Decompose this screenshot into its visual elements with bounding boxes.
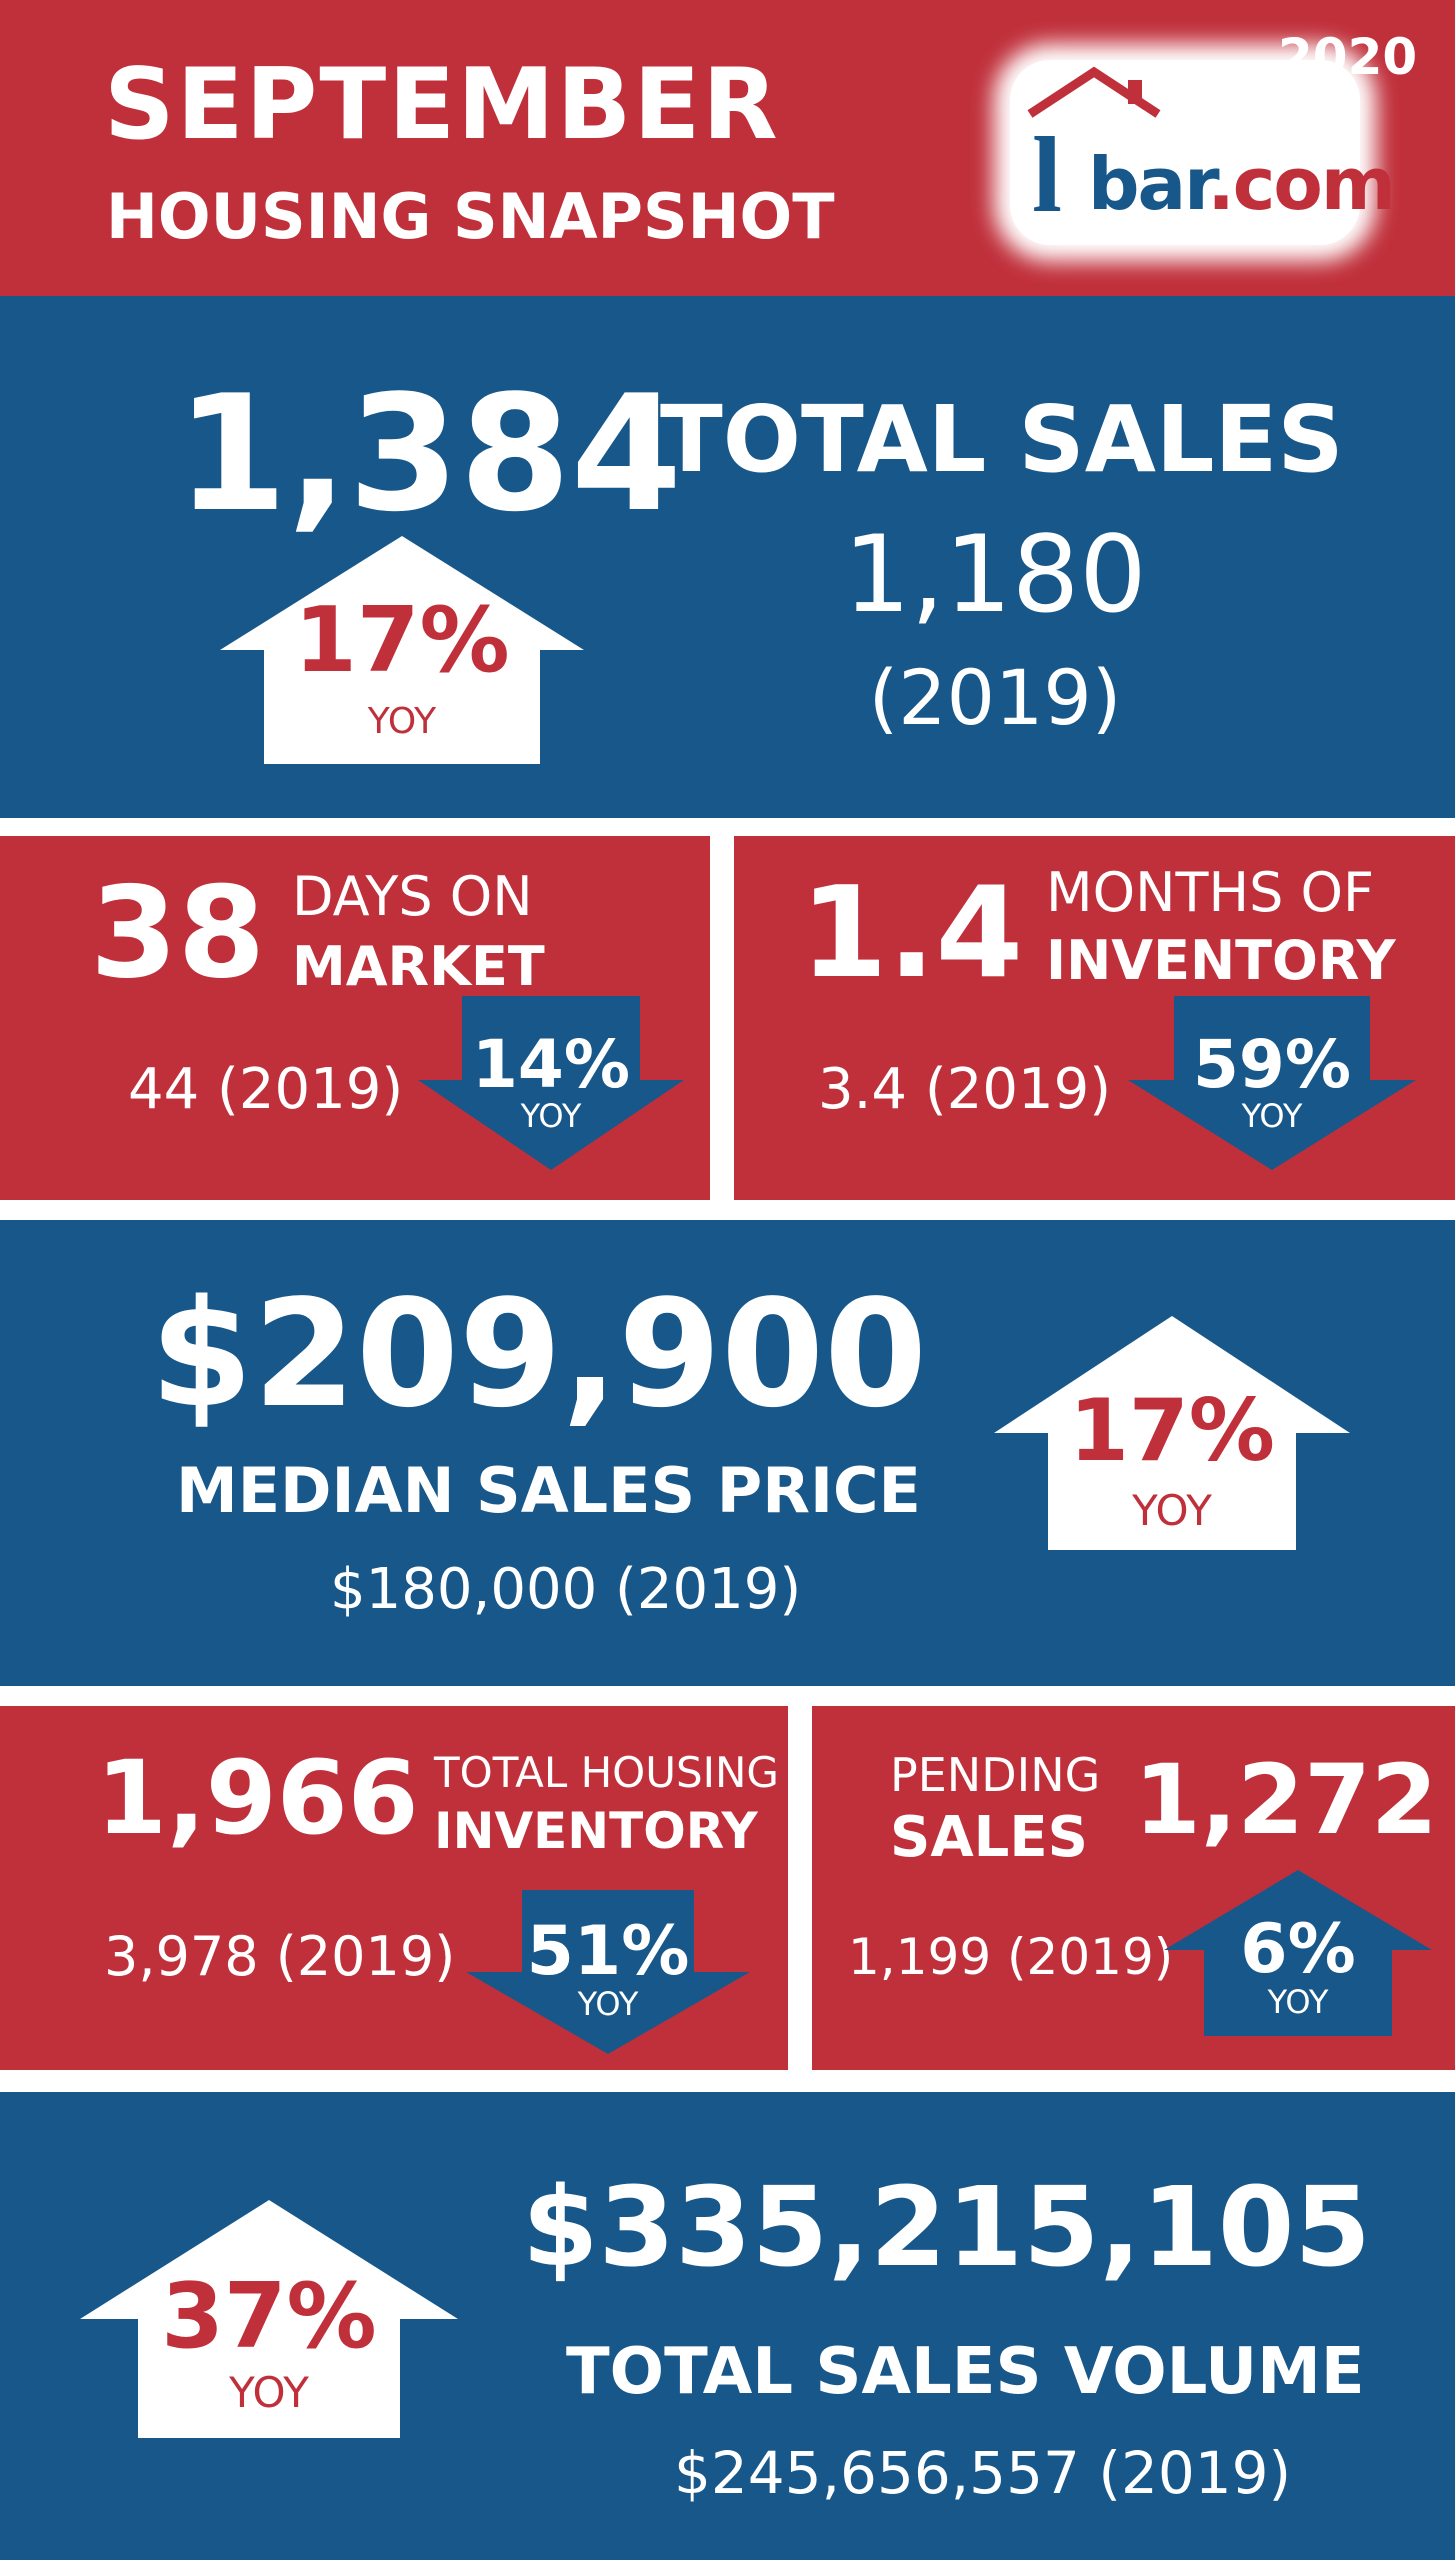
median-price-label: MEDIAN SALES PRICE [176,1454,921,1527]
sales-volume-change-label: YOY [229,2368,309,2417]
months-inventory-prior: 3.4 (2019) [818,1057,1112,1122]
total-sales-panel: 1,384 TOTAL SALES 1,180 (2019) 17% YOY [0,296,1455,818]
pending-sales-label-line2: SALES [890,1805,1088,1870]
total-sales-change-label: YOY [367,701,437,742]
months-inventory-panel: 1.4 MONTHS OF INVENTORY 3.4 (2019) 59% Y… [734,836,1455,1200]
days-on-market-label-line2: MARKET [292,935,545,998]
pending-sales-change: 6% [1240,1910,1356,1989]
total-sales-prior-value: 1,180 [843,513,1147,636]
up-arrow-icon [80,2200,458,2438]
months-inventory-change-label: YOY [1241,1097,1303,1135]
sales-volume-label: TOTAL SALES VOLUME [566,2335,1365,2409]
header-banner: SEPTEMBER HOUSING SNAPSHOT 2020 l bar.co… [0,0,1455,296]
pending-sales-panel: PENDING SALES 1,272 1,199 (2019) 6% YOY [812,1706,1455,2070]
months-inventory-label-line1: MONTHS OF [1046,861,1375,924]
housing-inventory-label-line1: TOTAL HOUSING [434,1748,779,1797]
down-arrow-icon [1128,996,1416,1170]
pending-sales-value: 1,272 [1134,1744,1438,1856]
days-on-market-label-line1: DAYS ON [292,865,533,928]
median-price-value: $209,900 [150,1268,928,1440]
housing-inventory-panel: 1,966 TOTAL HOUSING INVENTORY 3,978 (201… [0,1706,788,2070]
median-price-panel: $209,900 MEDIAN SALES PRICE $180,000 (20… [0,1220,1455,1686]
housing-inventory-prior: 3,978 (2019) [104,1925,456,1988]
housing-inventory-value: 1,966 [96,1739,419,1858]
sales-volume-change: 37% [161,2264,377,2369]
header-subtitle: HOUSING SNAPSHOT [106,180,835,253]
up-arrow-icon [220,536,584,764]
sales-volume-panel: $335,215,105 TOTAL SALES VOLUME $245,656… [0,2092,1455,2560]
pending-sales-prior: 1,199 (2019) [848,1928,1174,1986]
total-sales-label: TOTAL SALES [660,386,1344,493]
housing-inventory-change-label: YOY [577,1985,639,2023]
up-arrow-icon [994,1316,1350,1550]
house-logo: l bar.com [1010,60,1396,245]
months-inventory-label-line2: INVENTORY [1046,929,1396,992]
up-arrow-icon [1164,1870,1432,2036]
pending-sales-change-label: YOY [1267,1983,1329,2021]
logo-text-bar: bar [1088,142,1209,226]
housing-inventory-change: 51% [526,1912,690,1991]
down-arrow-icon [466,1890,750,2054]
days-on-market-change-label: YOY [520,1097,582,1135]
days-on-market-value: 38 [90,859,266,1006]
days-on-market-panel: 38 DAYS ON MARKET 44 (2019) 14% YOY [0,836,710,1200]
logo-text-com: .com [1207,142,1396,226]
median-price-change: 17% [1069,1381,1275,1481]
pending-sales-label-line1: PENDING [890,1748,1101,1802]
median-price-change-label: YOY [1132,1486,1212,1535]
days-on-market-change: 14% [472,1026,630,1103]
header-month: SEPTEMBER [104,48,780,162]
total-sales-change: 17% [294,588,510,693]
logo-mark: l [1032,116,1063,235]
median-price-prior: $180,000 (2019) [330,1557,802,1622]
housing-inventory-label-line2: INVENTORY [434,1802,758,1860]
logo-text: bar.com [1088,148,1396,220]
sales-volume-value: $335,215,105 [522,2163,1371,2291]
down-arrow-icon [418,996,684,1170]
roof-icon [1027,66,1161,118]
months-inventory-value: 1.4 [800,859,1024,1006]
total-sales-value: 1,384 [176,360,683,547]
sales-volume-prior: $245,656,557 (2019) [674,2439,1292,2507]
months-inventory-change: 59% [1193,1026,1351,1103]
total-sales-prior-year: (2019) [868,653,1122,742]
days-on-market-prior: 44 (2019) [128,1057,404,1122]
